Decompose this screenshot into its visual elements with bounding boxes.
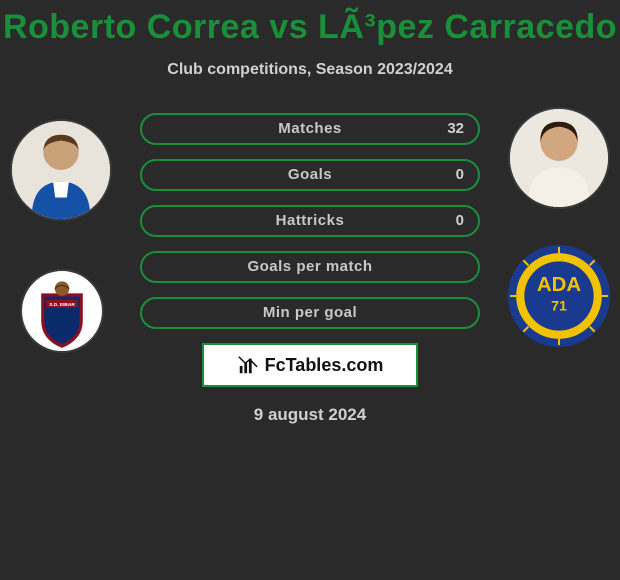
stat-row-hattricks: Hattricks 0 — [140, 205, 480, 237]
svg-text:S.D. EIBAR: S.D. EIBAR — [49, 302, 75, 308]
club-left-crest: S.D. EIBAR — [20, 269, 104, 353]
stat-right-value: 0 — [444, 161, 476, 189]
svg-text:ADA: ADA — [537, 274, 581, 296]
stat-rows: Matches 32 Goals 0 Hattricks 0 Goals per… — [140, 109, 480, 329]
stat-right-value: 0 — [444, 207, 476, 235]
stat-right-value — [452, 253, 476, 281]
page-subtitle: Club competitions, Season 2023/2024 — [0, 61, 620, 79]
stat-right-value — [452, 299, 476, 327]
stat-label: Hattricks — [142, 207, 478, 235]
eibar-crest-icon: S.D. EIBAR — [22, 271, 102, 351]
branding-text: FcTables.com — [265, 355, 384, 376]
stat-row-goals: Goals 0 — [140, 159, 480, 191]
svg-text:71: 71 — [551, 298, 567, 314]
stat-label: Goals — [142, 161, 478, 189]
stat-row-goals-per-match: Goals per match — [140, 251, 480, 283]
stat-label: Goals per match — [142, 253, 478, 281]
person-icon — [510, 109, 608, 207]
comparison-area: S.D. EIBAR ADA 71 Matches 32 Goals — [0, 109, 620, 425]
stat-row-min-per-goal: Min per goal — [140, 297, 480, 329]
player-left-avatar — [10, 119, 112, 221]
page-title: Roberto Correa vs LÃ³pez Carracedo — [0, 0, 620, 47]
stat-row-matches: Matches 32 — [140, 113, 480, 145]
player-right-avatar — [508, 107, 610, 209]
club-right-crest: ADA 71 — [508, 245, 610, 347]
alcorcon-crest-icon: ADA 71 — [508, 245, 610, 347]
stat-right-value: 32 — [435, 115, 476, 143]
generated-date: 9 august 2024 — [0, 405, 620, 425]
stat-label: Min per goal — [142, 299, 478, 327]
branding-badge: FcTables.com — [202, 343, 418, 387]
person-icon — [12, 121, 110, 219]
stat-label: Matches — [142, 115, 478, 143]
bar-chart-icon — [237, 354, 259, 376]
